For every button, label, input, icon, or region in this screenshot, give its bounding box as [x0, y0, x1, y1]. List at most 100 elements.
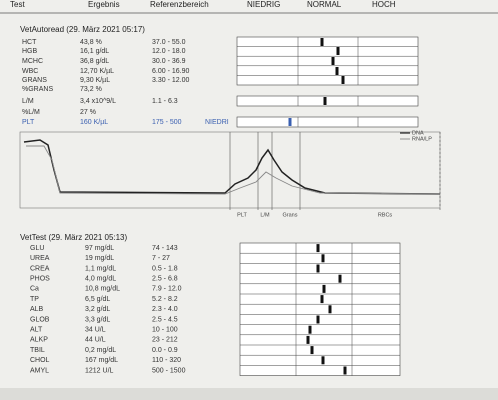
test-name: ALKP	[30, 337, 48, 344]
reference-range: 12.0 - 18.0	[152, 48, 186, 55]
column-header: Test	[10, 0, 25, 9]
range-marker	[321, 254, 325, 263]
legend-label: DNA	[412, 130, 424, 136]
test-name: MCHC	[22, 58, 43, 65]
test-result: 73,2 %	[80, 86, 102, 93]
test-name: GRANS	[22, 77, 47, 84]
test-result: 34 U/L	[85, 327, 106, 334]
reference-range: 175 - 500	[152, 119, 182, 126]
reference-range: 7.9 - 12.0	[152, 286, 182, 293]
range-marker	[316, 264, 320, 273]
range-marker	[308, 325, 312, 334]
reference-range: 1.1 - 6.3	[152, 98, 178, 105]
axis-label: L/M	[260, 212, 270, 218]
reference-range: 10 - 100	[152, 327, 178, 334]
test-result: 160 K/µL	[80, 119, 108, 126]
range-marker	[321, 356, 325, 365]
reference-range: 0.0 - 0.9	[152, 347, 178, 354]
section-title: VetAutoread (29. März 2021 05:17)	[20, 25, 145, 34]
test-result: 27 %	[80, 109, 96, 116]
vettest-section: GLU 97 mg/dL 74 - 143 UREA 19 mg/dL 7 - 27 CRE…	[30, 242, 401, 376]
test-name: CHOL	[30, 357, 50, 364]
axis-label: RBCs	[378, 212, 393, 218]
test-name: CREA	[30, 265, 50, 272]
test-name: GLU	[30, 245, 44, 252]
column-header: NIEDRIG	[247, 0, 280, 9]
range-marker	[320, 295, 324, 304]
range-marker	[336, 47, 340, 55]
range-box	[236, 95, 419, 107]
test-name: HCT	[22, 39, 37, 46]
test-name: L/M	[22, 98, 34, 105]
range-box	[236, 36, 419, 86]
test-result: 0,2 mg/dL	[85, 347, 116, 354]
reference-range: 2.5 - 4.5	[152, 316, 178, 323]
reference-range: 2.5 - 6.8	[152, 276, 178, 283]
test-result: 19 mg/dL	[85, 255, 114, 262]
test-result: 44 U/L	[85, 337, 106, 344]
flag: NIEDRI	[205, 119, 229, 126]
test-result: 10,8 mg/dL	[85, 286, 120, 293]
legend-label: RNA/LP	[412, 136, 432, 142]
column-header: Ergebnis	[88, 0, 120, 9]
test-result: 16,1 g/dL	[80, 48, 109, 55]
range-box	[236, 116, 419, 128]
test-name: ALB	[30, 306, 44, 313]
reference-range: 500 - 1500	[152, 367, 186, 374]
test-name: PHOS	[30, 276, 50, 283]
reference-range: 5.2 - 8.2	[152, 296, 178, 303]
test-name: GLOB	[30, 316, 50, 323]
reference-range: 0.5 - 1.8	[152, 265, 178, 272]
autoread-section: HCT 43,8 % 37.0 - 55.0 HGB 16,1 g/dL 12.0 - 1…	[22, 36, 419, 128]
reference-range: 110 - 320	[152, 357, 181, 364]
range-marker	[338, 274, 342, 283]
test-name: HGB	[22, 48, 38, 55]
range-marker	[335, 67, 339, 75]
test-result: 36,8 g/dL	[80, 58, 109, 65]
test-result: 4,0 mg/dL	[85, 276, 116, 283]
range-marker	[316, 315, 320, 324]
section-title: VetTest (29. März 2021 05:13)	[20, 233, 128, 242]
test-result: 43,8 %	[80, 39, 102, 46]
range-marker	[341, 76, 345, 84]
test-name: UREA	[30, 255, 50, 262]
range-marker	[288, 118, 292, 126]
test-name: WBC	[22, 68, 38, 75]
test-name: %GRANS	[22, 86, 53, 93]
reference-range: 3.30 - 12.00	[152, 77, 189, 84]
reference-range: 30.0 - 36.9	[152, 58, 186, 65]
test-result: 3,2 g/dL	[85, 306, 110, 313]
test-name: PLT	[22, 119, 35, 126]
test-result: 97 mg/dL	[85, 245, 114, 252]
test-result: 3,3 g/dL	[85, 316, 110, 323]
reference-range: 37.0 - 55.0	[152, 39, 186, 46]
range-marker	[322, 284, 326, 293]
range-marker	[323, 97, 327, 105]
range-marker	[331, 57, 335, 65]
rna-curve	[26, 145, 441, 195]
range-marker	[306, 335, 310, 344]
test-name: %L/M	[22, 109, 40, 116]
test-result: 3,4 x10^9/L	[80, 98, 116, 105]
test-result: 12,70 K/µL	[80, 68, 114, 75]
range-marker	[320, 38, 324, 46]
test-name: Ca	[30, 286, 39, 293]
test-name: TP	[30, 296, 39, 303]
test-result: 1212 U/L	[85, 367, 114, 374]
test-result: 6,5 g/dL	[85, 296, 110, 303]
range-box	[239, 242, 401, 376]
reference-range: 74 - 143	[152, 245, 178, 252]
column-header: NORMAL	[307, 0, 342, 9]
axis-label: PLT	[237, 212, 247, 218]
range-marker	[310, 346, 314, 355]
test-name: AMYL	[30, 367, 49, 374]
axis-label: Grans	[283, 212, 298, 218]
range-marker	[316, 244, 320, 253]
test-result: 9,30 K/µL	[80, 77, 110, 84]
test-result: 1,1 mg/dL	[85, 265, 116, 272]
test-name: ALT	[30, 327, 43, 334]
reference-range: 7 - 27	[152, 255, 170, 262]
column-header: Referenzbereich	[150, 0, 209, 9]
reference-range: 6.00 - 16.90	[152, 68, 189, 75]
test-result: 167 mg/dL	[85, 357, 118, 364]
